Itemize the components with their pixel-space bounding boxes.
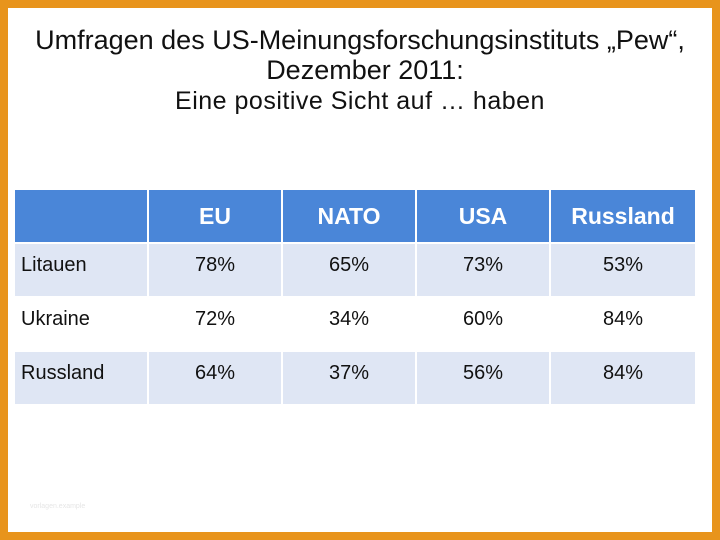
row-label: Russland [13, 350, 149, 406]
slide-title-line-2: Dezember 2011: [266, 55, 464, 85]
survey-table: EU NATO USA Russland Litauen 78% 65% 73%… [13, 188, 697, 406]
row-label: Litauen [13, 242, 149, 298]
table-header-row: EU NATO USA Russland [13, 188, 697, 244]
cell-value: 37% [281, 350, 417, 406]
header-usa: USA [415, 188, 551, 244]
slide-title-line-1: Umfragen des US-Meinungsforschungsinstit… [35, 25, 685, 55]
cell-value: 34% [281, 296, 417, 352]
cell-value: 60% [415, 296, 551, 352]
table-row: Russland 64% 37% 56% 84% [13, 350, 697, 406]
table-row: Litauen 78% 65% 73% 53% [13, 242, 697, 298]
header-empty-cell [13, 188, 149, 244]
cell-value: 78% [147, 242, 283, 298]
table-row: Ukraine 72% 34% 60% 84% [13, 296, 697, 352]
slide-subtitle: Eine positive Sicht auf … haben [175, 87, 545, 115]
cell-value: 65% [281, 242, 417, 298]
header-russland: Russland [549, 188, 697, 244]
cell-value: 53% [549, 242, 697, 298]
cell-value: 84% [549, 296, 697, 352]
faint-watermark-text: vorlagen.example [30, 503, 86, 510]
cell-value: 84% [549, 350, 697, 406]
cell-value: 73% [415, 242, 551, 298]
row-label: Ukraine [13, 296, 149, 352]
cell-value: 64% [147, 350, 283, 406]
header-nato: NATO [281, 188, 417, 244]
header-eu: EU [147, 188, 283, 244]
cell-value: 56% [415, 350, 551, 406]
cell-value: 72% [147, 296, 283, 352]
